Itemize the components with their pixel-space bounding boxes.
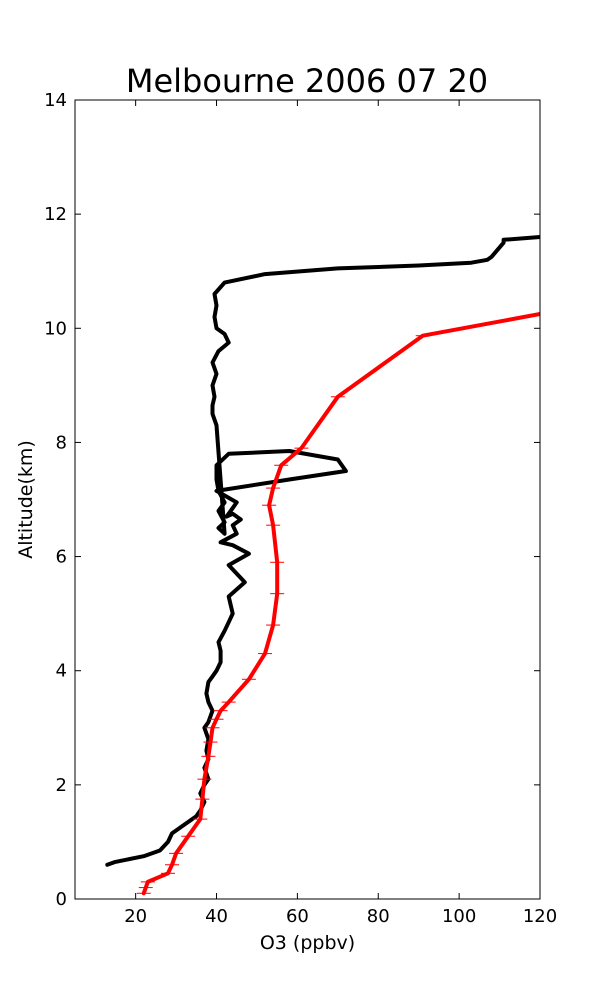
y-tick-label: 4 (56, 661, 67, 682)
series-line-2 (141, 312, 540, 896)
ticks-layer: 20 40 60 80 100 120 0 2 4 6 8 10 12 14 (44, 90, 557, 927)
y-tick-label: 0 (56, 889, 67, 910)
x-tick-label: 60 (286, 906, 309, 927)
y-axis-label: Altitude(km) (15, 440, 37, 559)
x-tick-label: 120 (523, 906, 557, 927)
y-tick-label: 2 (56, 775, 67, 796)
y-tick-label: 10 (44, 318, 67, 339)
plot-frame (74, 99, 541, 900)
chart-title: Melbourne 2006 07 20 (126, 62, 488, 100)
x-tick-label: 20 (124, 906, 147, 927)
x-axis-label: O3 (ppbv) (260, 932, 355, 954)
y-tick-label: 8 (56, 432, 67, 453)
x-tick-label: 100 (442, 906, 476, 927)
series-line-1 (105, 235, 540, 867)
series-layer (105, 235, 540, 896)
y-tick-label: 6 (56, 547, 67, 568)
y-tick-label: 14 (44, 90, 67, 111)
x-tick-label: 40 (205, 906, 228, 927)
y-tick-label: 12 (44, 204, 67, 225)
x-tick-label: 80 (367, 906, 390, 927)
